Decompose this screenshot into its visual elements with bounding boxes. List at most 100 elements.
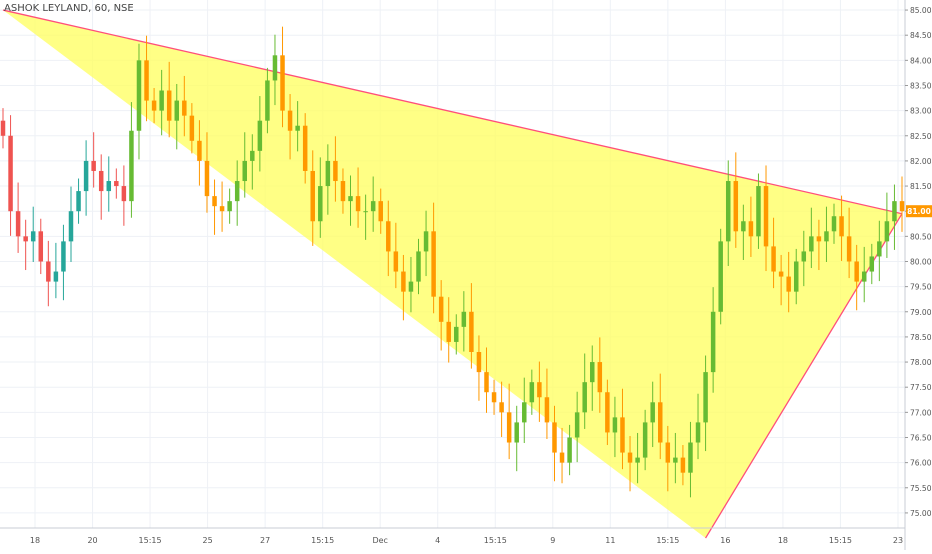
candle-body <box>877 241 882 257</box>
candle-body <box>741 221 746 232</box>
candle-body <box>816 236 822 242</box>
candle-body <box>514 422 519 443</box>
candle-body <box>61 241 66 272</box>
candle-body <box>590 362 595 383</box>
candle-body <box>114 181 119 187</box>
price-tick-label: 79.00 <box>910 308 932 317</box>
lower-trendline <box>705 213 903 539</box>
price-tick-label: 81.50 <box>910 182 932 191</box>
candle-body <box>265 80 270 121</box>
candle-body <box>401 271 406 292</box>
candle-body <box>151 100 157 111</box>
candle-body <box>340 181 346 202</box>
candle-body <box>892 201 897 222</box>
candle-body <box>416 251 421 282</box>
time-tick-label: 16 <box>720 536 730 545</box>
candle-body <box>491 392 497 403</box>
candle-body <box>484 372 489 393</box>
price-tick-label: 85.00 <box>910 6 932 15</box>
candle-body <box>302 125 308 171</box>
candle-body <box>386 221 391 252</box>
candle-body <box>159 90 164 111</box>
candle-body <box>529 382 535 403</box>
candle-body <box>325 160 331 187</box>
candle-body <box>756 186 761 237</box>
candle-body <box>68 211 74 242</box>
candle-body <box>612 417 618 433</box>
candle-body <box>446 321 451 342</box>
candle-body <box>778 271 784 277</box>
candle-body <box>234 181 240 202</box>
candle-body <box>378 201 383 222</box>
candle-body <box>899 201 905 212</box>
candle-body <box>582 382 587 413</box>
candle-body <box>144 60 149 101</box>
candle-body <box>673 457 678 463</box>
candle-body <box>846 236 852 262</box>
time-tick-label: 9 <box>550 536 555 545</box>
candle-body <box>121 186 127 202</box>
candle-body <box>574 412 580 438</box>
candle-body <box>8 135 13 212</box>
candle-body <box>15 211 21 237</box>
candle-body <box>204 160 210 197</box>
candle-body <box>227 201 232 212</box>
time-tick-label: 20 <box>87 536 97 545</box>
price-tick-label: 80.50 <box>910 232 932 241</box>
candle-body <box>461 311 467 327</box>
time-tick-label: 15:15 <box>139 536 162 545</box>
candle-body <box>189 115 195 141</box>
candle-body <box>250 150 255 161</box>
candle-body <box>166 90 172 121</box>
candle-body <box>91 160 96 171</box>
time-tick-label: Dec <box>372 536 387 545</box>
price-tick-label: 76.00 <box>910 459 932 468</box>
time-tick-label: 15:15 <box>656 536 679 545</box>
candle-body <box>884 221 890 242</box>
candle-body <box>318 186 323 222</box>
candle-body <box>718 241 723 312</box>
candle-body <box>46 261 51 282</box>
candle-body <box>83 160 89 192</box>
candle-body <box>129 130 134 202</box>
candle-body <box>642 422 648 458</box>
candle-body <box>635 457 640 463</box>
upper-trendline <box>2 9 903 215</box>
candle-body <box>310 170 315 222</box>
candle-body <box>552 422 557 453</box>
candle-body <box>725 181 731 242</box>
candle-body <box>854 261 859 282</box>
candle-body <box>695 422 701 443</box>
candle-body <box>182 100 187 116</box>
price-tick-label: 84.50 <box>910 31 932 40</box>
candle-body <box>476 352 482 373</box>
triangle-fill <box>3 10 902 539</box>
candle-body <box>348 196 353 202</box>
time-tick-label: 15:15 <box>829 536 852 545</box>
price-tick-label: 82.00 <box>910 157 932 166</box>
candle-body <box>688 442 693 473</box>
price-tick-label: 83.50 <box>910 81 932 90</box>
candle-body <box>106 181 112 192</box>
price-tick-label: 76.50 <box>910 433 932 442</box>
candle-body <box>76 191 81 212</box>
candle-body <box>861 271 867 282</box>
candle-body <box>212 196 217 207</box>
time-tick-label: 18 <box>30 536 40 545</box>
candle-body <box>793 261 799 292</box>
candle-body <box>567 437 572 463</box>
candle-body <box>363 211 368 213</box>
candle-body <box>627 452 633 463</box>
candle-body <box>771 246 776 272</box>
price-tick-label: 80.00 <box>910 257 932 266</box>
candle-body <box>869 256 875 272</box>
candle-body <box>295 125 300 131</box>
candle-body <box>605 392 610 433</box>
candle-body <box>801 251 807 262</box>
candle-body <box>710 311 716 373</box>
candle-body <box>680 457 686 473</box>
candle-body <box>287 110 293 131</box>
price-tick-label: 82.50 <box>910 132 932 141</box>
